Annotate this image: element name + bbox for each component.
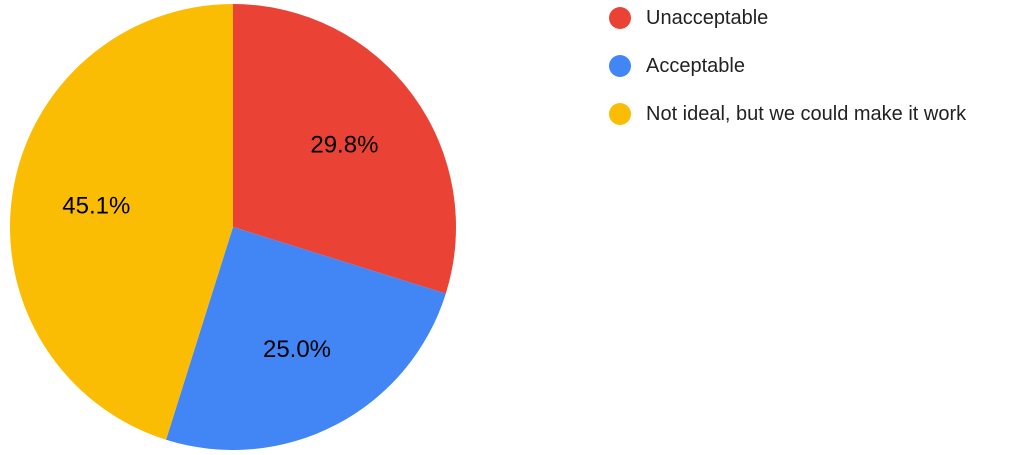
legend-item: Unacceptable: [609, 7, 768, 29]
legend-item: Acceptable: [609, 55, 745, 77]
pie-slice-1: [166, 227, 446, 451]
legend-label: Acceptable: [646, 55, 745, 77]
pie-slice-0: [233, 4, 456, 294]
pie-slice-2: [9, 3, 233, 440]
legend-label: Not ideal, but we could make it work: [646, 103, 967, 125]
pie-value-label: 29.8%: [310, 132, 378, 159]
legend-item: Not ideal, but we could make it work: [609, 103, 967, 125]
pie-slices: [9, 3, 456, 451]
legend-color-dot: [609, 55, 631, 77]
pie-value-label: 45.1%: [62, 193, 130, 220]
legend: Unacceptable Acceptable Not ideal, but we …: [609, 7, 967, 125]
pie-value-label: 25.0%: [263, 336, 331, 363]
legend-color-dot: [609, 103, 631, 125]
legend-label: Unacceptable: [646, 7, 768, 29]
legend-color-dot: [609, 7, 631, 29]
pie-value-labels: 29.8% 25.0% 45.1%: [62, 132, 378, 364]
